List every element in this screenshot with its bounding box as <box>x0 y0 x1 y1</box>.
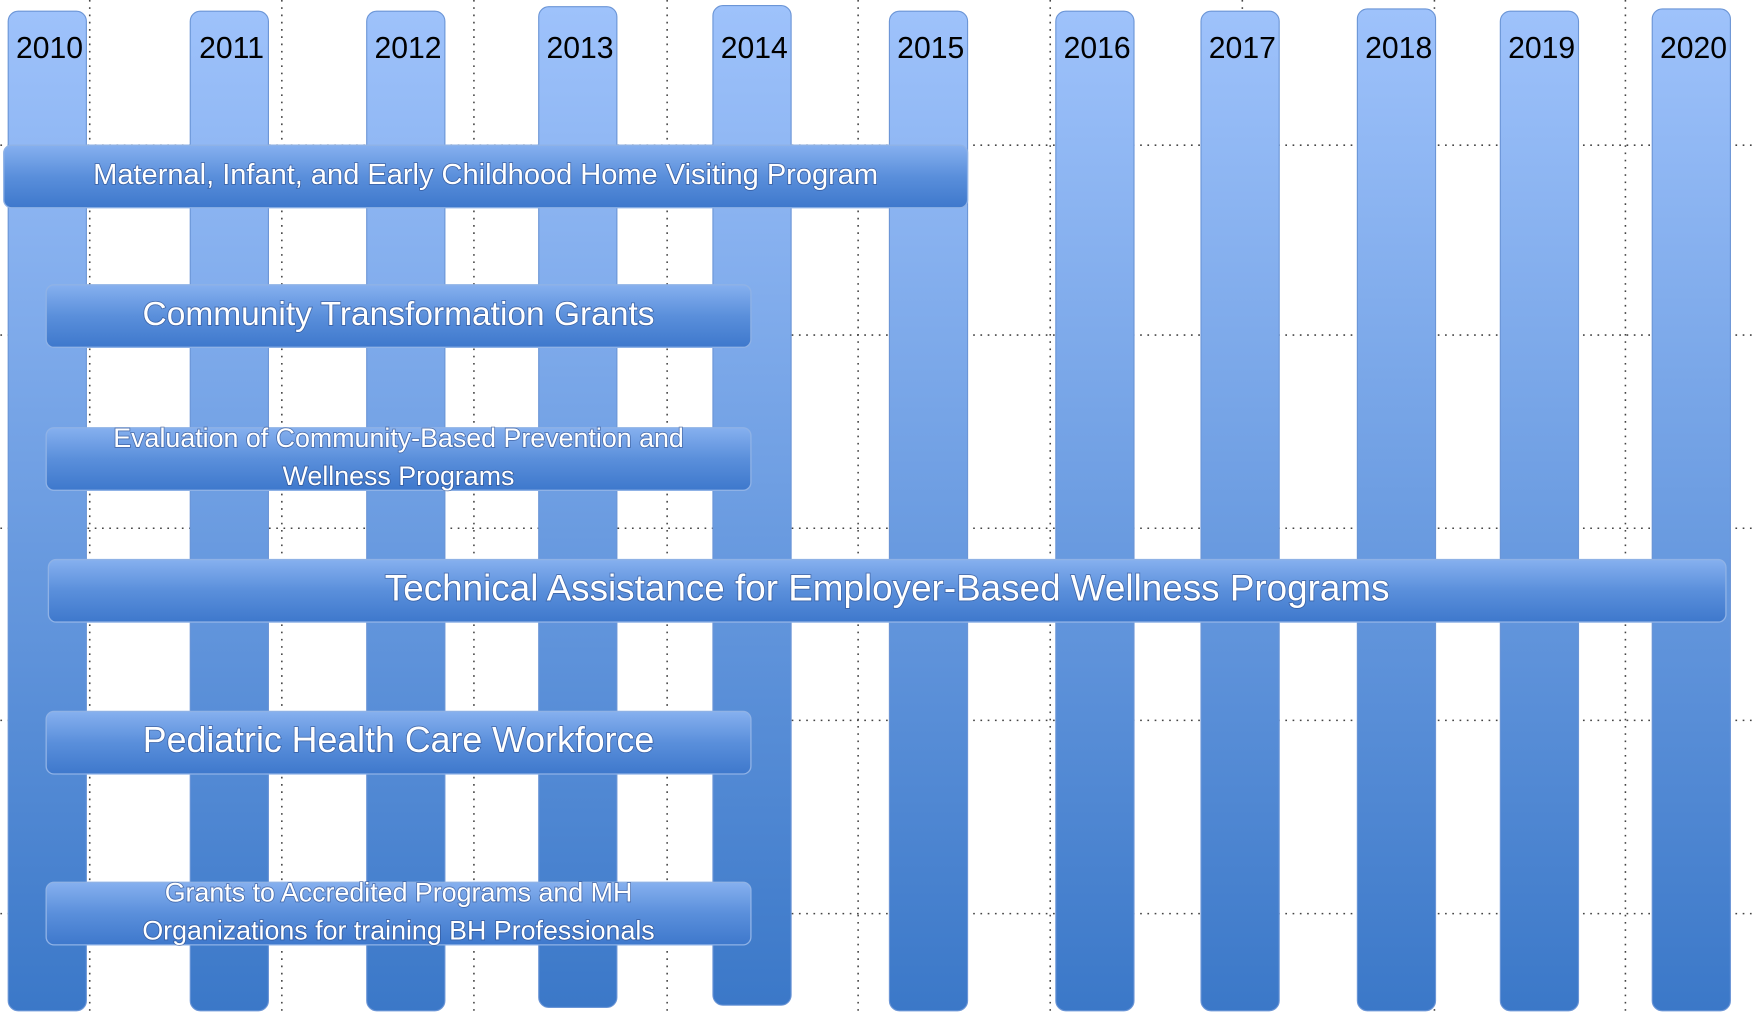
program: Evaluation of Community-Based Prevention… <box>45 422 752 492</box>
year-label: 2018 <box>1365 32 1432 65</box>
program-bar <box>45 881 752 946</box>
year-label: 2015 <box>897 32 964 65</box>
program-label: Evaluation of Community-Based Prevention… <box>113 423 684 453</box>
program-bars: Maternal, Infant, and Early Childhood Ho… <box>3 144 1727 947</box>
program-bar <box>45 284 752 349</box>
year-label: 2011 <box>199 32 264 65</box>
year-label: 2013 <box>546 32 613 65</box>
year-column <box>1651 8 1731 1012</box>
year-label: 2014 <box>721 32 788 65</box>
year-label: 2010 <box>16 32 83 65</box>
year-label: 2020 <box>1660 32 1727 65</box>
program: Grants to Accredited Programs and MH Orga… <box>45 877 752 947</box>
year-column <box>1499 10 1580 1012</box>
program-label: Community Transformation Grants <box>143 296 655 333</box>
program: Technical Assistance for Employer-Based … <box>47 558 1727 623</box>
program-label: Grants to Accredited Programs and MH <box>165 878 633 908</box>
program-bar <box>45 427 752 491</box>
program-bar <box>45 710 752 775</box>
program-label: Wellness Programs <box>283 461 515 491</box>
year-label: 2016 <box>1064 32 1131 65</box>
program: Community Transformation Grants <box>45 284 752 349</box>
program-label: Technical Assistance for Employer-Based … <box>385 568 1390 609</box>
program-bar <box>3 144 969 209</box>
program-label: Pediatric Health Care Workforce <box>143 720 655 760</box>
year-column <box>1055 10 1135 1012</box>
program: Maternal, Infant, and Early Childhood Ho… <box>3 144 969 209</box>
year-column <box>1356 8 1437 1012</box>
year-column <box>1200 10 1280 1012</box>
year-label: 2012 <box>375 32 442 65</box>
year-label: 2019 <box>1508 32 1575 65</box>
year-column <box>888 10 969 1012</box>
year-label: 2017 <box>1209 32 1276 65</box>
program-label: Maternal, Infant, and Early Childhood Ho… <box>93 159 878 191</box>
program-label: Organizations for training BH Profession… <box>142 916 654 946</box>
program-bar <box>47 558 1727 623</box>
program: Pediatric Health Care Workforce <box>45 710 752 775</box>
